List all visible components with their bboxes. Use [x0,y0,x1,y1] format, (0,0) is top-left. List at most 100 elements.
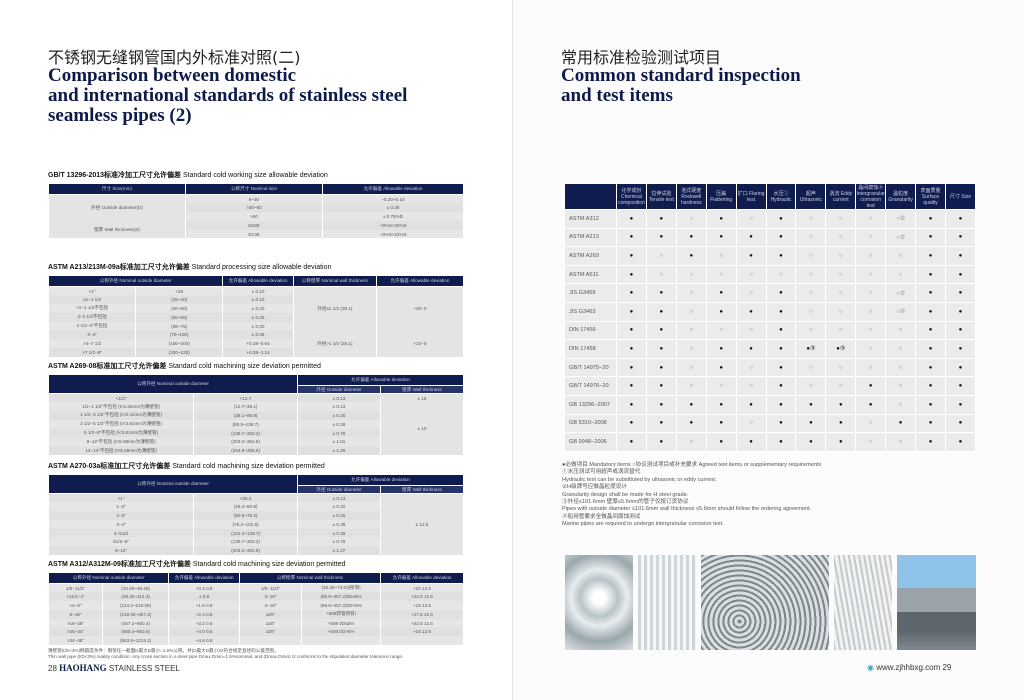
table-cell: 5 1/2−8"不包括 (t<3.81mm为薄壁管) [47,428,195,438]
table-cell: <1" [47,493,195,503]
column-header: 公称外径 Nominal outside diameter [47,572,170,584]
optional-circle-icon: ○ [795,376,827,396]
table-cell: (139.7~203.2) [193,537,298,547]
table-row: >11/2−4" (48.26~114.3) ± 0.8 3−18" (88.9~457… [48,592,465,602]
table-cell: (200~225) [135,348,224,357]
table-cell: 3−4" [47,519,195,529]
mandatory-dot-icon: ● [944,376,977,396]
table-cell: ± 0.30 [222,321,294,331]
table-cell: (88.9~457.2)t/D>5% [301,601,381,610]
column-header: 外径 Outside diameter [297,385,381,394]
mandatory-dot-icon: ● [616,376,647,396]
header-row: 公称外径 Nominal outside diameter 允许偏差 Allowa… [47,275,465,287]
table-cell: 3−18" [238,592,303,602]
optional-circle-icon: ○ [735,265,767,285]
optional-circle-icon: ○ [675,283,707,303]
mandatory-dot-icon: ● [944,228,977,248]
column-header: 公称外径 Nominal outside diameter [48,474,298,494]
table-cell: +508 t/D≤5% [301,618,381,628]
optional-circle-icon: ○ [795,228,827,248]
optional-circle-icon: ○ [825,228,857,248]
optional-circle-icon: ○ [645,246,677,266]
legend-line: Pipes with outside diameter ≤101.6mm wal… [562,506,812,513]
optional-circle-icon: ○ [735,209,767,229]
table-cell: 51/2−8" [47,537,195,547]
column-header: 公称壁厚 Nominal wall thickness [238,572,381,584]
mandatory-dot-icon: ● [915,414,946,434]
mandatory-dot-icon: ● [944,321,977,341]
standard-name: ASTM A213 [564,228,617,248]
legend-line: Hydraulic test can be substituted by ult… [562,476,717,483]
header-row: 外径 Outside diameter 壁厚 Wall thickness [49,385,464,394]
right-title-cn: 常用标准检验测试项目 [561,48,722,67]
left-page: 不锈钢无缝钢管国内外标准对照(二) Comparison between dom… [47,48,465,673]
mandatory-dot-icon: ● [944,358,977,378]
mandatory-dot-icon: ● [944,395,977,415]
table-row: >18−26" (457.2~660.4) +3.2 0.8 ≥20" +508 t/D… [48,618,465,628]
table-cell: +15 12.5 [379,627,465,637]
mandatory-dot-icon: ● [675,228,707,248]
optional-circle-icon: ○ [705,376,737,396]
table-cell: >30~50 [184,203,323,213]
table-cell: ± 1.01 [297,437,381,447]
table-cell: +0.4 0.8 [168,583,240,593]
table-row: >4−7 1/2 (100~200) +0.38−0.64 [47,339,464,349]
table-cell: 8−18" [48,609,103,619]
standard-name: ASTM A511 [564,265,617,285]
pipe-stack-photo [701,555,829,650]
mandatory-dot-icon: ● [944,246,977,266]
table-cell: (40~50) [135,304,224,313]
table-cell: <1" [47,286,137,296]
table-cell: +2.4 0.8 [168,609,240,619]
column-header: 允许偏差 Allowable deviation [222,275,294,287]
table-cell [238,636,303,646]
mandatory-dot-icon: ● [944,283,977,303]
mandatory-dot-icon: ● [735,339,767,359]
table-row: >4−8" (114.3~219.08) +1.6 0.8 3−18" (88.9~45… [48,601,465,610]
mandatory-dot-icon: ● [705,283,737,303]
title-line: and international standards of stainless… [48,85,408,106]
table-row: 3−4" (75~100) ± 0.38 外径>1 1/2 (38.1) +22−0 [47,330,465,357]
optional-circle-icon: ○ [795,209,827,229]
mandatory-dot-icon: ● [944,432,977,452]
mandatory-dot-icon: ● [616,321,647,341]
optional-circle-icon: ○ [855,339,887,359]
optional-circle-icon: ○ [765,265,797,285]
mandatory-dot-icon: ● [915,376,946,396]
optional-circle-icon: ○ [825,265,857,285]
table-cell [301,636,381,646]
table-cell: (88.9~457.2)t/D≤5% [301,592,381,602]
column-header-10: 表面质量 Surface quality [915,183,946,210]
table-cell: D<38 [184,229,323,239]
table-cell: ≥20" [238,609,303,619]
table-cell: +3.2 0.8 [168,618,240,628]
legend-line: Marine pipes are required to undergo int… [562,521,724,528]
mandatory-dot-icon: ● [765,414,797,434]
legend-line: ④船用管要求全做晶间腐蚀测试 [562,513,641,520]
mandatory-dot-icon: ● [915,265,946,285]
table-cell: ± 0.75%D [321,212,465,221]
optional-circle-icon: ○ [855,228,887,248]
optional-circle-icon: ○ [885,265,917,285]
optional-circle-icon: ○② [885,302,917,322]
table-cell [379,636,465,646]
standard-name: DIN 17456 [564,321,617,341]
table-cell: 3−18" [238,601,303,610]
mandatory-dot-icon: ● [795,414,827,434]
column-header-5: 水压① Hydraulic [765,183,797,210]
table-cell: +4.8 0.8 [168,636,240,646]
table-cell: (139.7~203.2) [193,428,298,438]
pipe-rack-photo [834,555,892,650]
table-cell: 外径>1 1/2 (38.1) [292,330,377,357]
mandatory-dot-icon: ● [765,339,797,359]
standard-name: GB 5310−2008 [564,414,617,434]
mandatory-dot-icon: ● [765,302,797,322]
mandatory-dot-icon: ● [645,209,677,229]
table-cell: >50 [184,212,323,221]
mandatory-dot-icon: ● [616,209,647,229]
column-header-6: 超声 Ultrasonic [795,183,827,210]
table-row: >7 1/2−9" (200~225) +0.38−1.14 [47,348,464,357]
table-cell: (101.3~139.7) [193,528,298,538]
standard-name: JIS G3463 [564,302,617,322]
website-link[interactable]: www.zjhhbxg.com [876,663,941,672]
